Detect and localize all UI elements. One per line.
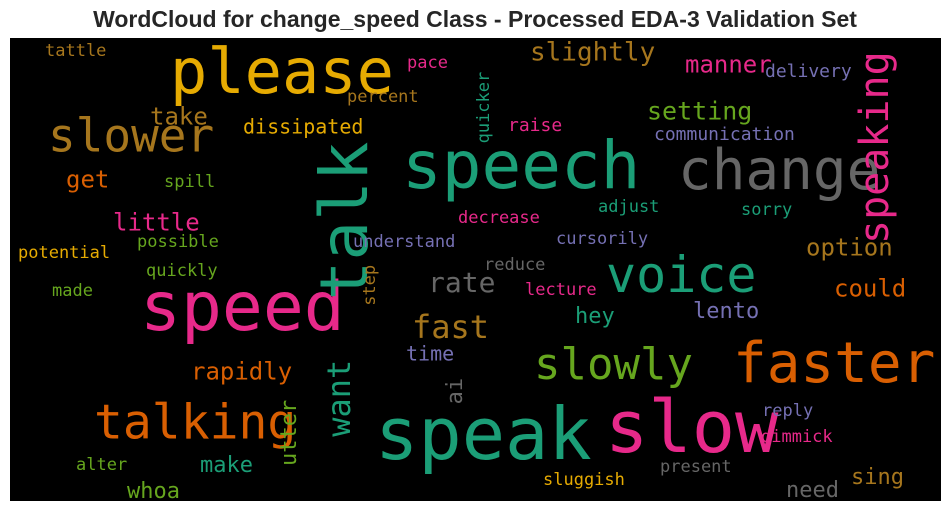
word-lecture: lecture <box>525 280 597 300</box>
word-option: option <box>806 234 893 262</box>
word-talk: talk <box>306 141 383 300</box>
word-utter: utter <box>277 400 302 466</box>
word-reply: reply <box>762 401 813 421</box>
word-rapidly: rapidly <box>191 358 292 386</box>
word-want: want <box>320 360 358 437</box>
word-delivery: delivery <box>765 61 852 82</box>
word-quickly: quickly <box>146 261 218 281</box>
word-speaking: speaking <box>852 51 898 244</box>
word-faster: faster <box>733 331 935 396</box>
word-make: make <box>200 453 253 478</box>
word-slower: slower <box>48 109 214 163</box>
word-sorry: sorry <box>741 200 792 220</box>
word-change: change <box>678 138 880 203</box>
word-reduce: reduce <box>484 255 545 275</box>
word-rate: rate <box>428 266 495 299</box>
word-possible: possible <box>137 232 219 252</box>
word-raise: raise <box>508 115 562 136</box>
word-slowly: slowly <box>534 339 693 390</box>
word-cursorily: cursorily <box>556 229 648 249</box>
word-manner: manner <box>685 51 772 79</box>
word-percent: percent <box>347 87 419 107</box>
word-take: take <box>150 103 208 131</box>
word-tattle: tattle <box>45 41 106 61</box>
word-setting: setting <box>647 97 752 126</box>
word-slow: slow <box>605 385 779 469</box>
word-whoa: whoa <box>127 479 180 501</box>
word-communication: communication <box>654 124 795 145</box>
word-speed: speed <box>140 268 345 347</box>
wordcloud-canvas: please speech speed speak slow talk change fast… <box>10 38 941 501</box>
word-quicker: quicker <box>474 72 494 144</box>
word-speech: speech <box>402 127 640 204</box>
word-fast: fast <box>412 308 489 346</box>
word-adjust: adjust <box>598 197 659 217</box>
word-hey: hey <box>575 304 615 329</box>
word-slightly: slightly <box>530 38 655 67</box>
word-could: could <box>834 275 906 303</box>
word-decrease: decrease <box>458 208 540 228</box>
word-sing: sing <box>851 465 904 490</box>
word-lento: lento <box>693 299 759 324</box>
word-present: present <box>660 457 732 477</box>
word-voice: voice <box>606 246 757 304</box>
word-please: please <box>170 38 394 108</box>
word-spill: spill <box>164 172 215 192</box>
word-understand: understand <box>353 232 455 252</box>
word-dissipated: dissipated <box>243 114 363 138</box>
word-step: step <box>360 265 380 306</box>
word-alter: alter <box>76 455 127 475</box>
word-need: need <box>786 478 839 501</box>
word-get: get <box>66 166 109 194</box>
word-talking: talking <box>94 394 296 450</box>
chart-title: WordCloud for change_speed Class - Proce… <box>93 6 857 32</box>
word-gimmick: gimmick <box>761 427 833 447</box>
word-time: time <box>406 341 454 365</box>
word-ai: ai <box>443 378 468 405</box>
word-little: little <box>113 209 200 237</box>
word-pace: pace <box>407 53 448 73</box>
word-potential: potential <box>18 243 110 263</box>
word-sluggish: sluggish <box>543 470 625 490</box>
word-speak: speak <box>375 392 592 476</box>
word-made: made <box>52 281 93 301</box>
